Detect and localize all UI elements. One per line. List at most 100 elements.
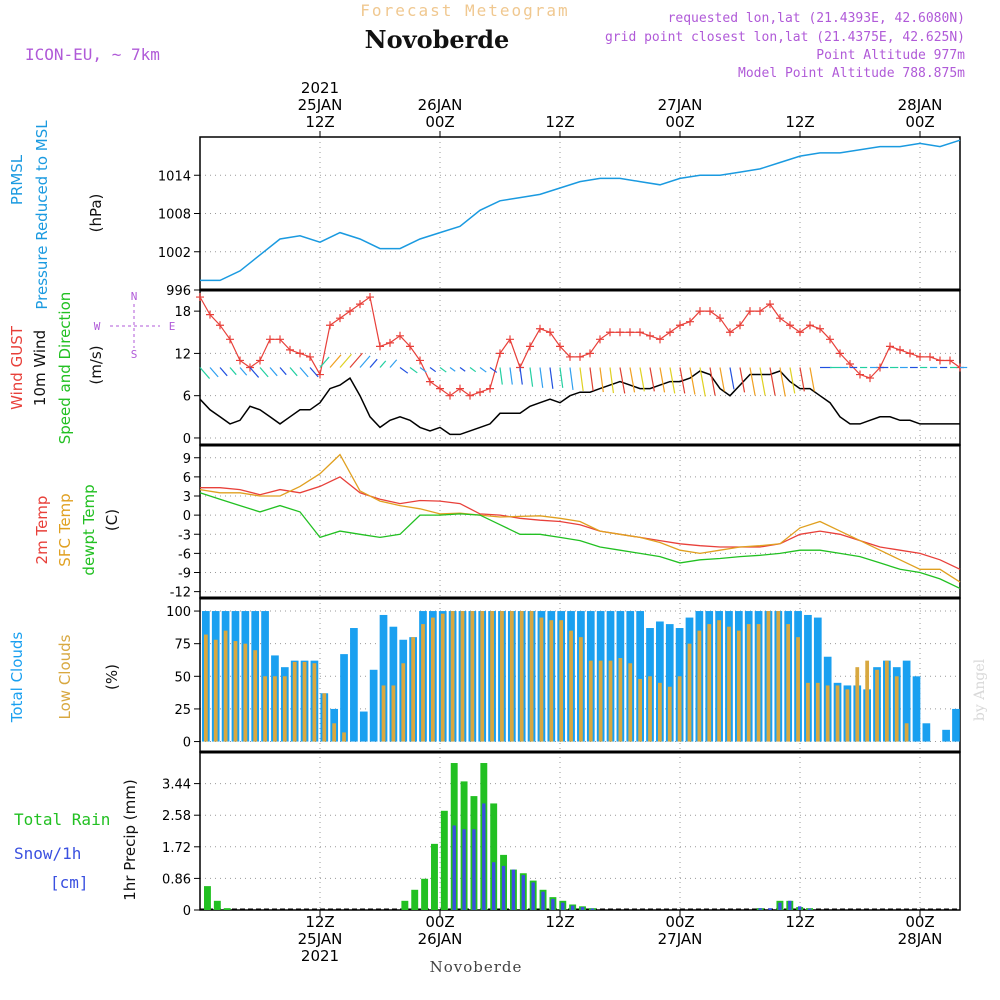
gust-marker bbox=[916, 352, 924, 361]
temp-tick-label: -3 bbox=[178, 528, 191, 543]
snow-bar bbox=[768, 908, 772, 910]
clouds-tick-label: 75 bbox=[174, 638, 191, 653]
gust-marker bbox=[926, 352, 934, 361]
gust-marker bbox=[376, 342, 384, 351]
bottom-time-label: 12Z bbox=[785, 913, 814, 931]
total-cloud-bar bbox=[665, 624, 674, 742]
wind-direction-arrow bbox=[479, 367, 487, 373]
low-cloud-bar bbox=[717, 620, 721, 742]
low-cloud-bar bbox=[529, 611, 534, 742]
gust-marker bbox=[206, 310, 214, 319]
gust-marker bbox=[866, 374, 874, 383]
low-cloud-bar bbox=[697, 630, 702, 742]
temp-tick-label: -12 bbox=[170, 586, 191, 601]
low-cloud-bar bbox=[628, 663, 633, 742]
temp-panel: -12 -9 -6 -3 0 3 6 9 bbox=[170, 444, 961, 601]
gust-marker bbox=[906, 349, 914, 358]
wind-direction-arrow bbox=[769, 367, 776, 396]
precip-tick-label: 0.86 bbox=[162, 872, 191, 887]
gust-marker bbox=[386, 338, 394, 347]
wind-direction-arrow bbox=[299, 367, 309, 378]
total-cloud-bar bbox=[902, 660, 911, 742]
wind-direction-arrow bbox=[639, 367, 645, 392]
pressure-line bbox=[200, 139, 961, 282]
top-time-label: 12Z bbox=[545, 113, 574, 131]
snow-bar bbox=[492, 862, 496, 910]
top-time-label: 00Z bbox=[665, 113, 694, 131]
wind-direction-arrow bbox=[629, 367, 636, 393]
pressure-unit: (hPa) bbox=[87, 194, 105, 233]
gust-marker bbox=[826, 335, 834, 344]
pressure-panel: 996 1002 1008 1014 bbox=[158, 136, 961, 299]
gust-marker bbox=[286, 345, 294, 354]
clouds-tick-label: 0 bbox=[183, 736, 191, 751]
gust-marker bbox=[256, 356, 264, 365]
wind-direction-arrow bbox=[659, 367, 666, 393]
low-cloud-bar bbox=[411, 637, 415, 742]
wind-tick-label: 18 bbox=[174, 305, 191, 320]
clouds-tick-label: 50 bbox=[174, 670, 191, 685]
wind-direction-arrow bbox=[419, 367, 427, 373]
pressure-label-long: Pressure Reduced to MSL bbox=[33, 120, 51, 310]
clouds-panel: 0 25 50 75 100 bbox=[166, 597, 961, 753]
gust-marker bbox=[936, 356, 944, 365]
precip-panel: 0 0.86 1.72 2.58 3.44 bbox=[162, 751, 961, 919]
bottom-time-label: 00Z bbox=[905, 913, 934, 931]
gust-marker bbox=[836, 349, 844, 358]
gust-marker bbox=[416, 356, 424, 365]
gust-marker bbox=[616, 328, 624, 337]
total-cloud-bar bbox=[656, 621, 664, 742]
gust-marker bbox=[226, 335, 234, 344]
compass-south: S bbox=[131, 348, 138, 361]
pressure-label-short: PRMSL bbox=[8, 154, 26, 205]
chart-subtitle: Forecast Meteogram bbox=[360, 1, 569, 20]
wind-direction-arrow bbox=[289, 367, 298, 377]
low-cloud-bar bbox=[559, 620, 564, 742]
gust-marker bbox=[596, 335, 604, 344]
wind-direction-arrow bbox=[489, 367, 498, 373]
low-cloud-bar bbox=[430, 617, 435, 742]
wind-speed-direction-label: Speed and Direction bbox=[56, 292, 74, 445]
wind-direction-arrow bbox=[369, 358, 378, 368]
gust-marker bbox=[406, 342, 414, 351]
gust-marker bbox=[336, 314, 344, 323]
low-cloud-bar bbox=[885, 660, 889, 742]
bottom-time-label: 12Z bbox=[305, 913, 334, 931]
wind-line bbox=[199, 370, 960, 436]
low-cloud-bar bbox=[450, 611, 455, 742]
low-cloud-bar bbox=[658, 682, 662, 742]
snow-bar bbox=[521, 875, 525, 910]
snow-bar bbox=[778, 902, 782, 910]
total-cloud-bar bbox=[636, 611, 644, 742]
gust-marker bbox=[316, 370, 324, 379]
low-cloud-bar bbox=[855, 667, 860, 742]
temp-tick-label: -6 bbox=[178, 547, 191, 562]
precip-tick-label: 3.44 bbox=[162, 778, 191, 793]
wind-direction-arrow bbox=[329, 354, 342, 368]
gust-marker bbox=[506, 335, 514, 344]
gust-marker bbox=[496, 349, 504, 358]
wind-direction-arrow bbox=[429, 367, 437, 373]
low-cloud-bar bbox=[253, 650, 258, 742]
wind-direction-arrow bbox=[679, 367, 686, 394]
low-cloud-bar bbox=[490, 611, 494, 742]
snow-bar bbox=[797, 906, 802, 910]
gust-marker bbox=[796, 328, 804, 337]
snow-bar bbox=[482, 803, 486, 910]
low-cloud-bar bbox=[381, 685, 386, 742]
low-cloud-bar bbox=[796, 637, 800, 742]
precip-tick-label: 1.72 bbox=[162, 841, 191, 856]
gust-marker bbox=[666, 328, 674, 337]
total-cloud-bar bbox=[261, 611, 269, 742]
wind-direction-arrow bbox=[199, 367, 211, 379]
wind-direction-arrow bbox=[719, 367, 725, 392]
precip-tick-label: 0 bbox=[183, 904, 191, 919]
wind-direction-arrow bbox=[409, 367, 418, 374]
wind-direction-arrow bbox=[349, 352, 363, 368]
gust-marker bbox=[806, 321, 814, 330]
gust-marker bbox=[296, 349, 304, 358]
low-cloud-bar bbox=[282, 676, 287, 742]
low-cloud-bar bbox=[746, 624, 751, 742]
low-cloud-bar bbox=[223, 630, 228, 742]
compass-west: W bbox=[94, 320, 101, 333]
